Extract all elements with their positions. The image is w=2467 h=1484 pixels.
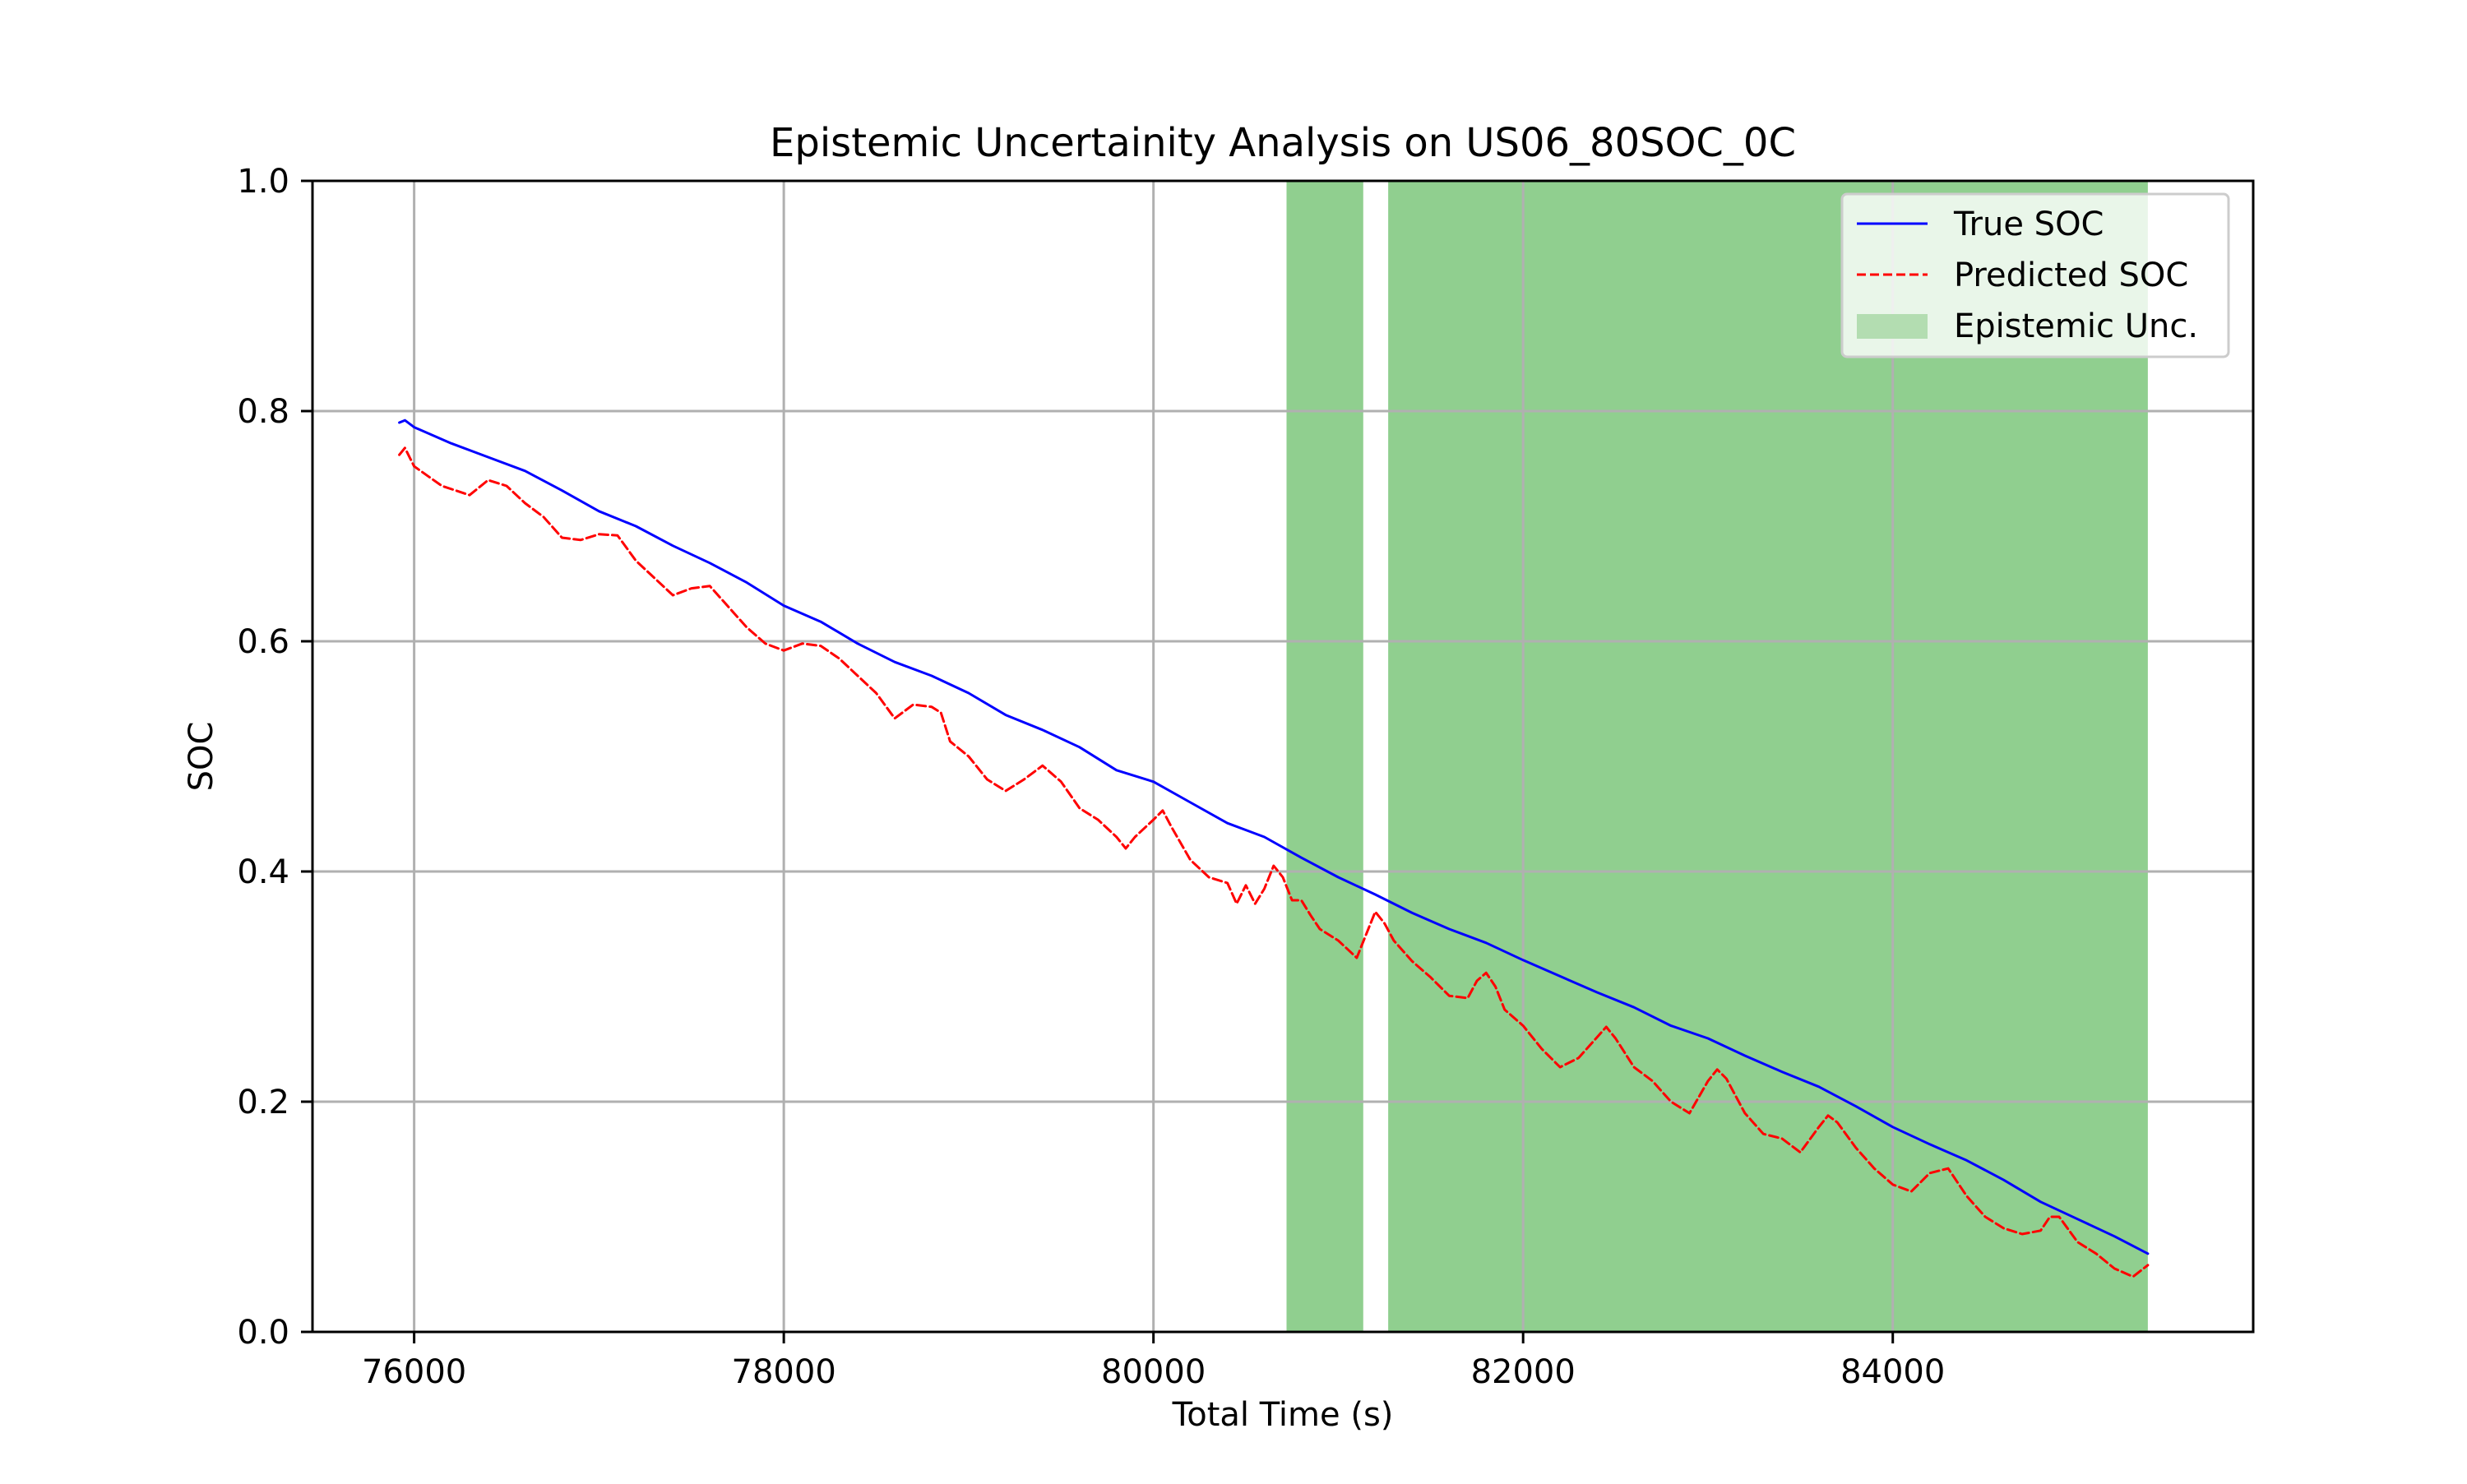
y-tick-label-0: 0.0 [237, 1314, 289, 1352]
grid-layer [312, 179, 2253, 1334]
series-line-true-soc [398, 418, 2150, 1255]
legend: True SOC Predicted SOC Epistemic Unc. [1840, 192, 2230, 358]
legend-epistemic-swatch [1857, 314, 1928, 339]
plot-frame [311, 179, 2255, 1334]
series-line-predicted-soc [398, 446, 2150, 1278]
y-tick-label-2: 0.4 [237, 853, 289, 891]
uncertainty-band-layer [1286, 181, 2148, 1332]
x-tick-label-2: 80000 [1101, 1353, 1206, 1391]
chart-title: Epistemic Uncertainity Analysis on US06_… [770, 120, 1796, 166]
x-tick-label-1: 78000 [732, 1353, 836, 1391]
y-tick-label-4: 0.8 [237, 393, 289, 431]
legend-predicted-soc-label: Predicted SOC [1954, 257, 2188, 294]
legend-epistemic-label: Epistemic Unc. [1954, 307, 2198, 345]
epistemic-band-1 [1388, 181, 2148, 1332]
legend-true-soc-label: True SOC [1953, 206, 2104, 243]
ticks-layer: 76000 78000 80000 82000 84000 0.0 0.2 0.4 0.6 0.8… [237, 163, 1945, 1391]
x-tick-label-3: 82000 [1471, 1353, 1576, 1391]
series-layer [398, 418, 2150, 1278]
epistemic-band-0 [1286, 181, 1363, 1332]
x-tick-label-4: 84000 [1840, 1353, 1945, 1391]
y-tick-label-5: 1.0 [237, 163, 289, 201]
y-tick-label-1: 0.2 [237, 1084, 289, 1121]
x-axis-label: Total Time (s) [1172, 1396, 1394, 1434]
legend-box [1840, 192, 2230, 358]
x-tick-label-0: 76000 [362, 1353, 466, 1391]
y-tick-label-3: 0.6 [237, 623, 289, 661]
y-axis-label: SOC [183, 722, 220, 792]
